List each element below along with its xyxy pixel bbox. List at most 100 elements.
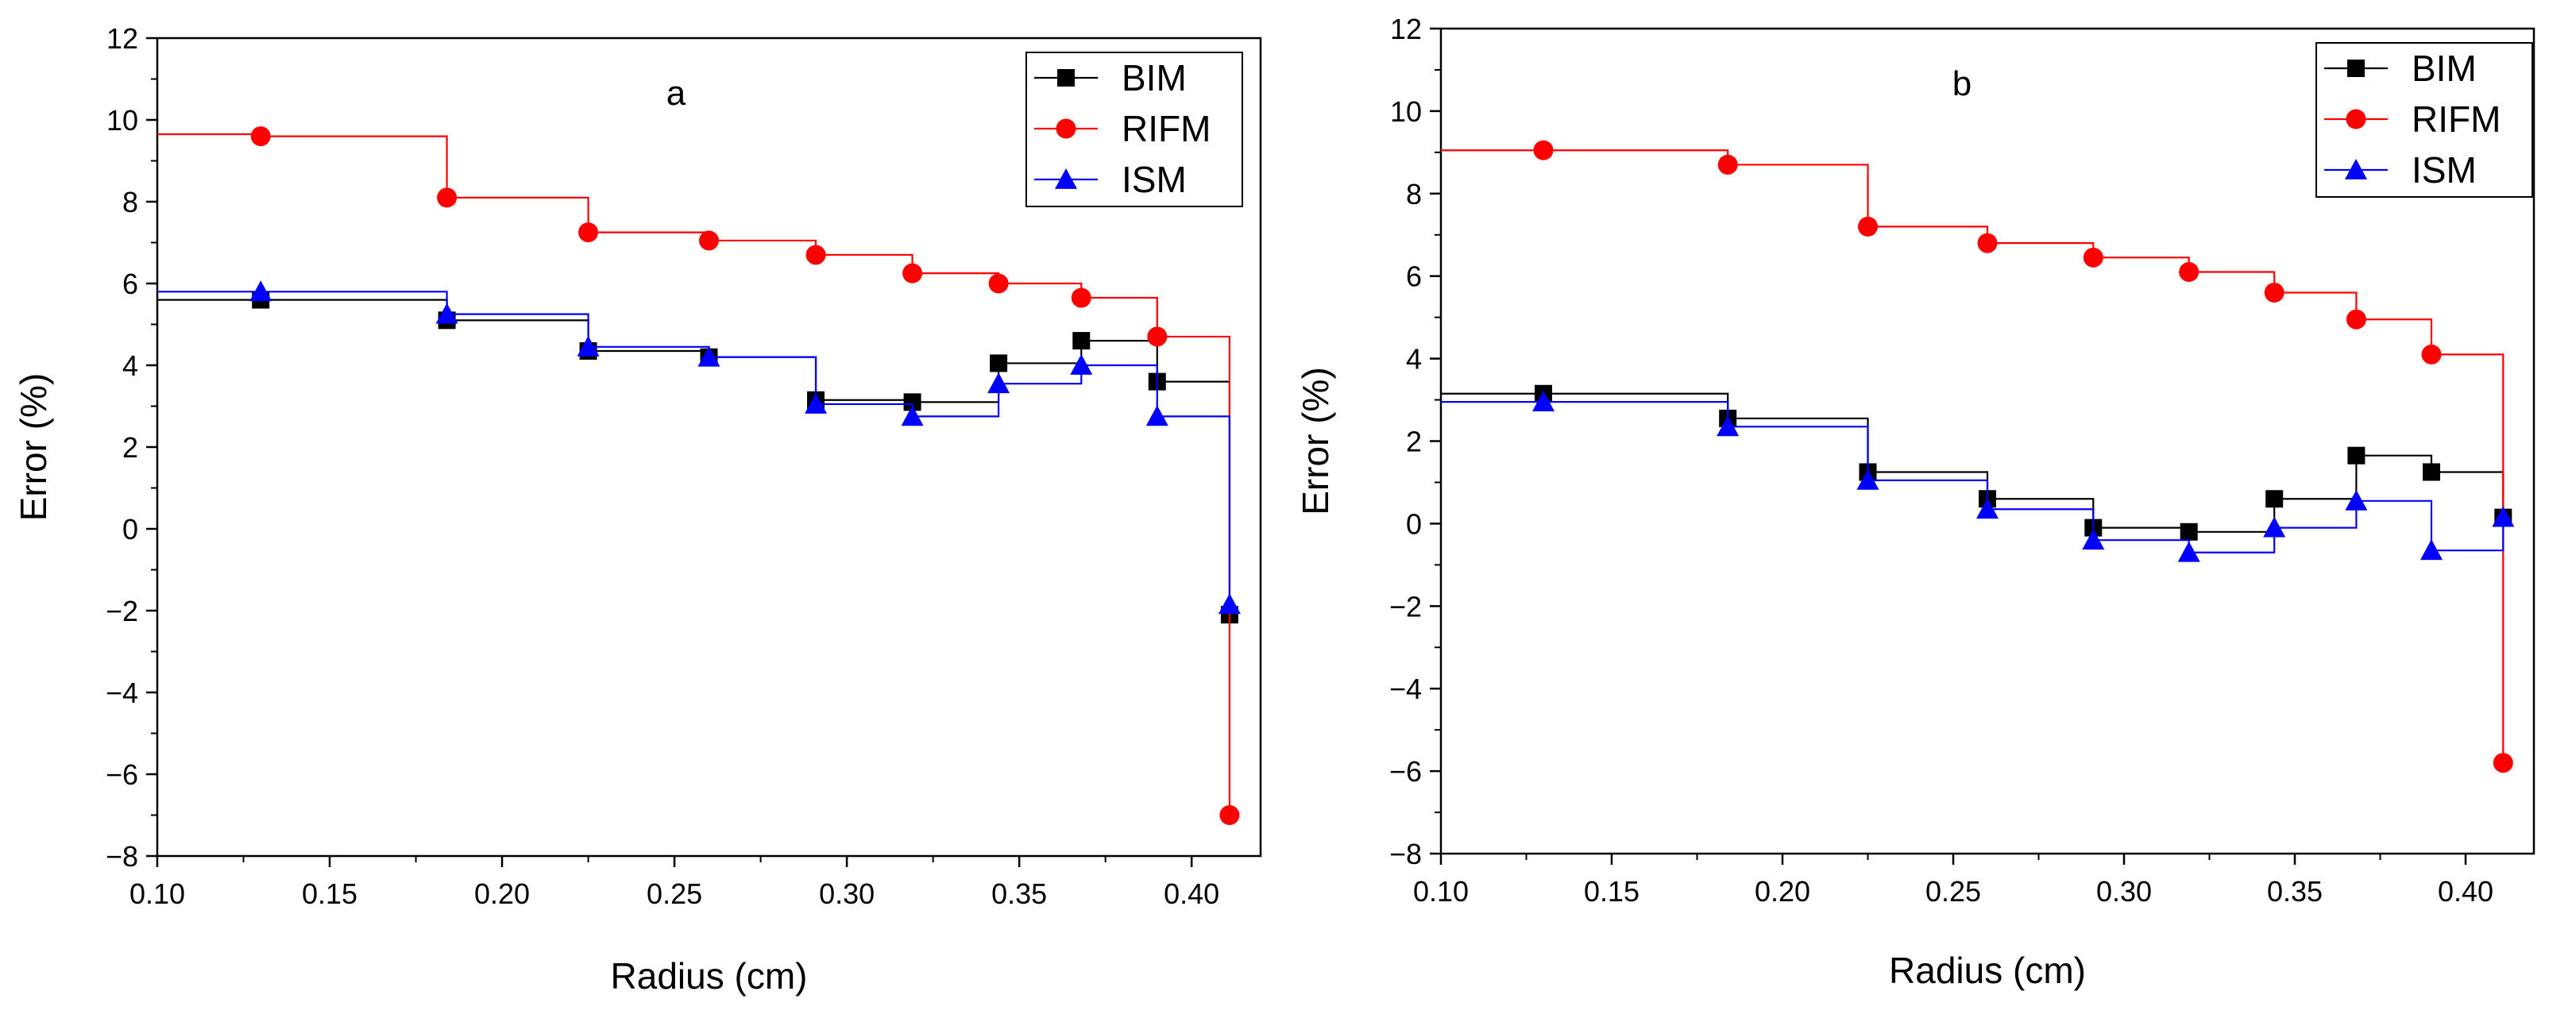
legend: BIM RIFM ISM (1025, 52, 1243, 207)
chart-panel-b: 0.10 0.15 0.20 0.25 0.30 0.35 0.40 −8 −6 −4 −2 0 2 4 6… (1295, 13, 2535, 991)
y-tick-label: 10 (106, 104, 138, 137)
data-point-ISM (577, 335, 600, 357)
y-tick-label: −4 (1389, 673, 1422, 705)
x-tick-label: 0.15 (302, 877, 357, 910)
y-tick-label: 0 (1406, 507, 1422, 540)
series-line-BIM (157, 299, 1231, 615)
y-tick-label: 8 (122, 186, 138, 218)
series-ISM (157, 280, 1241, 615)
x-tick-label: 0.15 (1584, 875, 1639, 908)
y-axis-title: Error (%) (1295, 367, 1336, 515)
series-BIM (157, 291, 1238, 624)
legend-marker-RIFM (1056, 118, 1076, 139)
data-point-ISM (1856, 469, 1879, 490)
data-point-RIFM (1147, 326, 1168, 347)
data-point-ISM (805, 392, 828, 414)
x-tick-label: 0.40 (2438, 875, 2493, 908)
data-point-ISM (1532, 391, 1554, 412)
data-point-RIFM (2421, 344, 2442, 364)
series-line-BIM (1441, 392, 2505, 533)
data-point-BIM (990, 354, 1008, 372)
y-tick-label: 6 (122, 268, 138, 300)
legend-label-BIM: BIM (1122, 57, 1187, 98)
data-point-ISM (1717, 415, 1740, 437)
series-RIFM (1441, 140, 2513, 773)
x-tick-label: 0.25 (1925, 875, 1981, 908)
data-point-ISM (2263, 516, 2286, 538)
y-tick-label: 4 (122, 349, 138, 382)
chart-panel-a: 0.10 0.15 0.20 0.25 0.30 0.35 0.40 −8 −6 −4 −2 0 2 4 6… (13, 22, 1262, 997)
data-point-ISM (901, 405, 924, 426)
data-point-RIFM (578, 222, 599, 243)
data-point-ISM (2082, 529, 2105, 550)
series-line-RIFM (1441, 149, 2505, 763)
legend-marker-BIM (2347, 60, 2365, 77)
data-point-RIFM (2264, 282, 2284, 303)
data-point-ISM (2345, 489, 2368, 511)
y-tick-label: 6 (1406, 260, 1422, 293)
data-point-ISM (697, 345, 720, 367)
data-point-BIM (2347, 446, 2366, 465)
legend-marker-RIFM (2346, 109, 2366, 129)
data-point-ISM (249, 280, 272, 302)
data-point-RIFM (1219, 805, 1240, 825)
data-point-RIFM (250, 126, 271, 147)
panel-label: a (666, 74, 686, 113)
data-point-RIFM (2179, 262, 2199, 283)
y-tick-label: 12 (106, 22, 138, 55)
data-point-RIFM (2083, 247, 2103, 268)
y-tick-label: −4 (106, 677, 138, 709)
y-tick-label: −6 (1389, 755, 1422, 788)
series-line-RIFM (157, 133, 1231, 816)
data-point-RIFM (902, 263, 923, 283)
y-tick-label: 8 (1406, 178, 1422, 210)
x-tick-label: 0.35 (991, 877, 1047, 910)
data-point-ISM (2177, 541, 2200, 562)
x-axis-title: Radius (cm) (1889, 950, 2086, 991)
y-tick-label: 2 (1406, 426, 1422, 458)
y-tick-label: 0 (122, 513, 138, 546)
data-point-ISM (1218, 593, 1241, 615)
panel-label: b (1952, 64, 1972, 103)
legend-marker-BIM (1057, 69, 1075, 87)
series-line-ISM (1441, 401, 2505, 553)
data-point-ISM (987, 372, 1010, 394)
data-point-RIFM (805, 245, 826, 265)
y-tick-label: 2 (122, 431, 138, 464)
data-point-BIM (2180, 522, 2198, 541)
data-point-ISM (2420, 539, 2443, 561)
y-tick-label: −6 (106, 758, 138, 791)
series-line-ISM (157, 291, 1231, 605)
y-tick-label: 12 (1390, 13, 1422, 45)
legend-label-BIM: BIM (2412, 48, 2477, 89)
data-point-BIM (903, 393, 921, 411)
data-point-BIM (2423, 463, 2440, 481)
data-point-RIFM (2493, 753, 2513, 773)
data-point-BIM (1072, 332, 1091, 350)
y-tick-label: −2 (1389, 590, 1422, 623)
x-tick-label: 0.20 (1755, 875, 1810, 908)
data-point-RIFM (1977, 233, 1998, 253)
x-tick-label: 0.10 (1413, 875, 1469, 908)
data-point-RIFM (1858, 216, 1878, 237)
x-tick-label: 0.30 (2096, 875, 2152, 908)
x-tick-label: 0.25 (647, 877, 702, 910)
y-axis-title: Error (%) (13, 373, 54, 522)
legend-marker-ISM (2345, 159, 2367, 179)
data-point-RIFM (1071, 287, 1091, 308)
legend-marker-ISM (1055, 168, 1077, 189)
data-point-ISM (435, 303, 458, 324)
y-tick-label: −2 (106, 595, 138, 627)
y-tick-label: 4 (1406, 343, 1422, 376)
legend-label-RIFM: RIFM (1122, 108, 1211, 149)
data-point-ISM (2492, 506, 2515, 527)
data-point-ISM (1145, 405, 1168, 426)
y-tick-label: −8 (1389, 838, 1422, 870)
x-tick-label: 0.30 (819, 877, 875, 910)
data-point-RIFM (437, 187, 458, 208)
data-point-RIFM (1717, 154, 1738, 175)
data-point-RIFM (699, 230, 719, 251)
data-point-RIFM (2346, 309, 2366, 330)
x-tick-label: 0.10 (129, 877, 185, 910)
